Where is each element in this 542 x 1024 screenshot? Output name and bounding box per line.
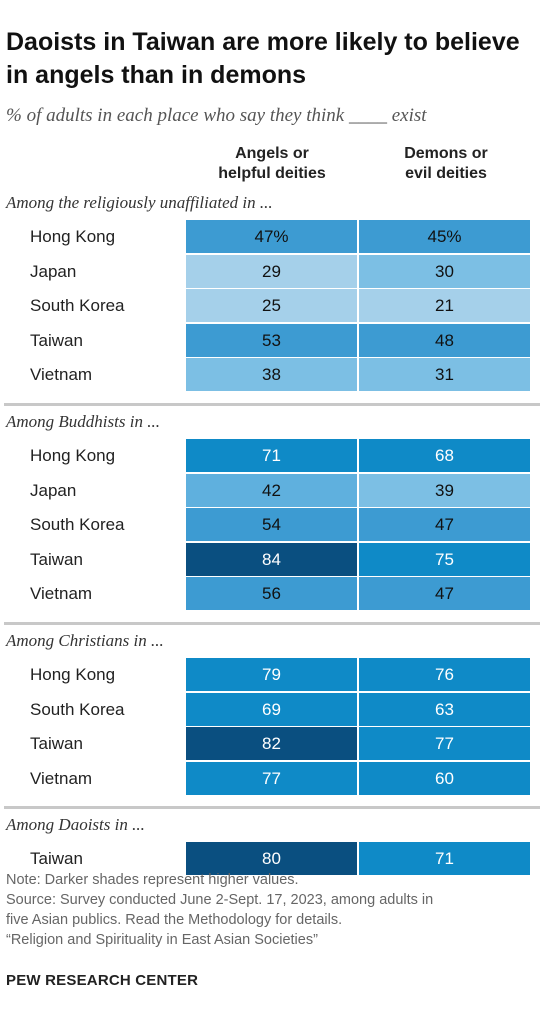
cell-angels: 80 — [186, 842, 357, 876]
group-separator — [4, 403, 540, 406]
column-header-demons: Demons or evil deities — [404, 145, 488, 182]
chart-subtitle: % of adults in each place who say they t… — [6, 105, 427, 126]
cell-angels: 47% — [186, 220, 357, 253]
row-label: Taiwan — [30, 330, 83, 350]
cell-angels: 56 — [186, 577, 357, 611]
source-text: Source: Survey conducted June 2-Sept. 17… — [6, 892, 434, 928]
column-header-angels: Angels or helpful deities — [218, 145, 326, 182]
chart-title: Daoists in Taiwan are more likely to bel… — [6, 28, 520, 89]
cell-demons: 71 — [359, 842, 530, 876]
cell-angels: 79 — [186, 658, 357, 691]
cell-demons: 47 — [359, 577, 530, 611]
row-label: Taiwan — [30, 734, 83, 754]
row-label: Japan — [30, 480, 77, 500]
cell-demons: 75 — [359, 542, 530, 576]
cell-angels: 25 — [186, 289, 357, 323]
cell-angels: 82 — [186, 727, 357, 761]
cell-angels: 38 — [186, 358, 357, 392]
cell-demons: 30 — [359, 254, 530, 288]
cell-angels: 84 — [186, 542, 357, 576]
row-label: Vietnam — [30, 768, 93, 788]
cell-demons: 47 — [359, 508, 530, 542]
report-title: “Religion and Spirituality in East Asian… — [6, 932, 318, 948]
cell-angels: 77 — [186, 761, 357, 795]
group-title: Among Buddhists in ... — [6, 412, 160, 431]
cell-demons: 77 — [359, 727, 530, 761]
cell-angels: 29 — [186, 254, 357, 288]
pew-logo-text: PEW RESEARCH CENTER — [6, 972, 199, 989]
cell-angels: 71 — [186, 439, 357, 472]
row-label: Japan — [30, 261, 77, 281]
group-title: Among the religiously unaffiliated in ..… — [6, 193, 273, 212]
group-separator — [4, 622, 540, 625]
cell-demons: 68 — [359, 439, 530, 472]
row-label: South Korea — [30, 515, 125, 535]
row-label: Hong Kong — [30, 227, 116, 246]
cell-demons: 31 — [359, 358, 530, 392]
cell-demons: 76 — [359, 658, 530, 691]
row-label: South Korea — [30, 296, 125, 316]
notes: Note: Darker shades represent higher val… — [6, 870, 536, 950]
row-label: Vietnam — [30, 584, 93, 604]
row-label: Vietnam — [30, 365, 93, 385]
row-label: Taiwan — [30, 849, 83, 869]
cell-demons: 21 — [359, 289, 530, 323]
cell-demons: 45% — [359, 220, 530, 253]
cell-demons: 48 — [359, 323, 530, 357]
cell-angels: 42 — [186, 473, 357, 507]
note-text: Note: Darker shades represent higher val… — [6, 872, 299, 888]
group-separator — [4, 806, 540, 810]
cell-angels: 69 — [186, 692, 357, 726]
row-label: Hong Kong — [30, 446, 116, 465]
row-label: Taiwan — [30, 549, 83, 569]
cell-demons: 63 — [359, 692, 530, 726]
row-label: South Korea — [30, 699, 125, 719]
cell-angels: 54 — [186, 508, 357, 542]
cell-demons: 60 — [359, 761, 530, 795]
cell-angels: 53 — [186, 323, 357, 357]
group-title: Among Christians in ... — [6, 631, 164, 650]
group-title: Among Daoists in ... — [6, 815, 145, 835]
row-label: Hong Kong — [30, 665, 116, 684]
cell-demons: 39 — [359, 473, 530, 507]
